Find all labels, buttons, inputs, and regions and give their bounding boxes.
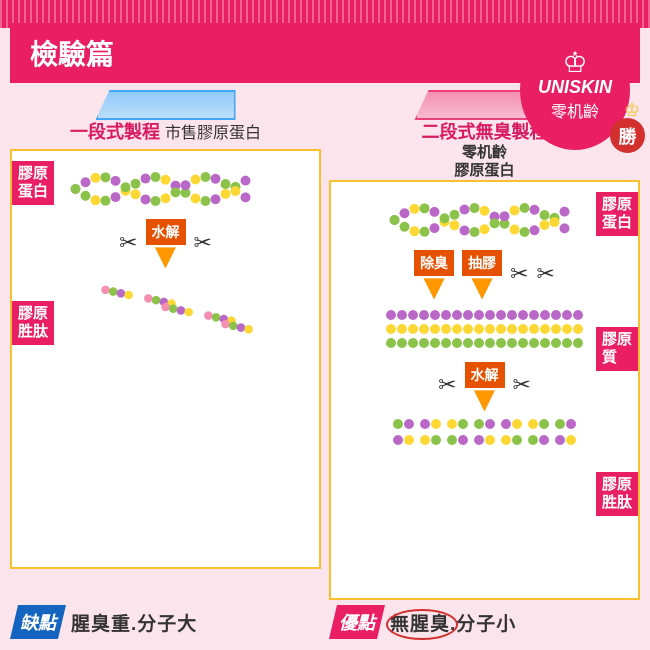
helix-diagram-r [339, 190, 630, 245]
label-peptide: 膠原胜肽 [12, 301, 54, 345]
label-protein: 膠原質 [596, 327, 638, 371]
deodorize-step: 除臭▼ 抽膠▼ ✂✂ [339, 250, 630, 298]
small-molecules [339, 414, 630, 450]
hydrolysis-step-r: ✂ 水解▼ ✂ [339, 362, 630, 410]
cons-tag: 缺點 [10, 605, 66, 639]
crown-icon: ♔ [562, 49, 587, 77]
win-badge: 勝 [610, 118, 645, 153]
label-peptide-r: 膠原胜肽 [596, 472, 638, 516]
building-left-icon [96, 90, 236, 120]
logo-brand: UNISKIN [538, 77, 612, 98]
cons-text: 腥臭重.分子大 [71, 609, 197, 636]
large-molecules [20, 272, 311, 342]
hydrolysis-step: ✂ 水解▼ ✂ [20, 219, 311, 267]
left-title: 一段式製程 市售膠原蛋白 [10, 118, 321, 144]
logo-sub: 零机齡 [551, 98, 599, 122]
pros-text: 無腥臭.分子小 [390, 609, 516, 636]
sorted-chains [339, 303, 630, 357]
helix-diagram [20, 159, 311, 214]
label-collagen-r: 膠原蛋白 [596, 192, 638, 236]
pros-tag: 優點 [329, 605, 385, 639]
label-collagen: 膠原蛋白 [12, 161, 54, 205]
